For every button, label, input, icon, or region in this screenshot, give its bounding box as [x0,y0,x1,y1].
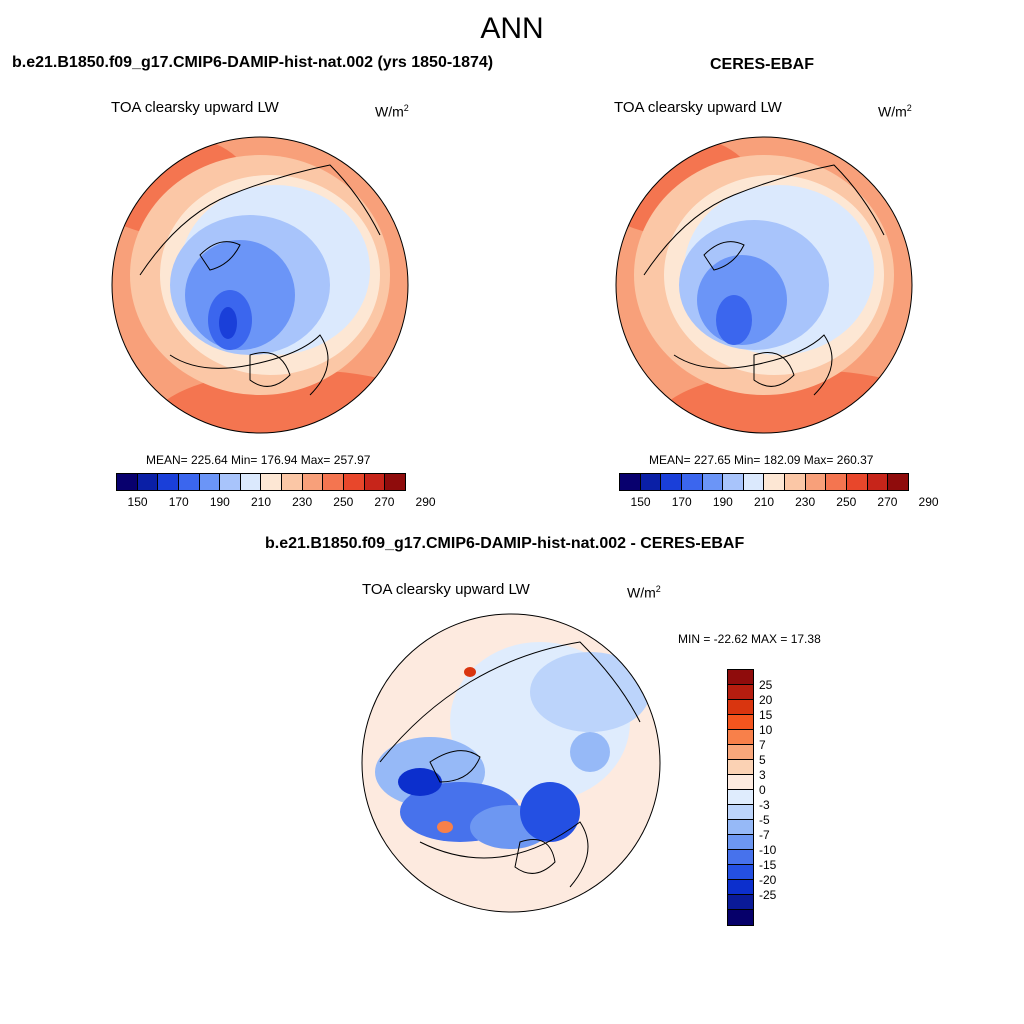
colorbar-swatch [137,474,159,490]
colorbar-swatch [385,474,405,490]
colorbar-tick-label: 10 [759,723,773,737]
colorbar-tick-label: 150 [630,495,651,509]
colorbar-tick-label: -5 [759,813,770,827]
colorbar-swatch [661,474,682,490]
colorbar-tick-label: 250 [333,495,354,509]
colorbar-tick-label: -15 [759,858,777,872]
panel2-colorbar [619,473,909,491]
colorbar-swatch [785,474,806,490]
colorbar-swatch [117,474,138,490]
colorbar-swatch [728,850,753,865]
colorbar-swatch [640,474,662,490]
colorbar-tick-label: 190 [209,495,230,509]
colorbar-tick-label: 15 [759,708,773,722]
colorbar-swatch [728,805,753,820]
panel3-units: W/m2 [627,584,661,601]
colorbar-swatch [364,474,386,490]
colorbar-swatch [728,745,753,760]
colorbar-tick-label: -10 [759,843,777,857]
colorbar-tick-label: 25 [759,678,773,692]
panel2-units: W/m2 [878,103,912,120]
colorbar-swatch [723,474,744,490]
panel1-colorbar [116,473,406,491]
colorbar-swatch [847,474,868,490]
colorbar-swatch [728,895,753,910]
panel1-units: W/m2 [375,103,409,120]
colorbar-swatch [728,760,753,775]
colorbar-swatch [728,835,753,850]
colorbar-swatch [702,474,724,490]
colorbar-swatch [728,910,753,925]
colorbar-swatch [728,670,753,685]
colorbar-tick-label: 290 [918,495,939,509]
colorbar-tick-label: 210 [753,495,775,509]
panel3-polar-map [361,613,661,913]
colorbar-tick-label: 3 [759,768,766,782]
panel1-polar-map [111,136,409,434]
colorbar-tick-label: -25 [759,888,777,902]
colorbar-swatch [681,474,703,490]
colorbar-swatch [888,474,908,490]
colorbar-swatch [282,474,303,490]
colorbar-swatch [728,775,753,790]
colorbar-swatch [158,474,179,490]
colorbar-tick-label: 270 [877,495,898,509]
colorbar-tick-label: 150 [127,495,148,509]
colorbar-swatch [728,730,753,745]
colorbar-tick-label: 190 [712,495,733,509]
panel3-title: b.e21.B1850.f09_g17.CMIP6-DAMIP-hist-nat… [265,535,745,552]
colorbar-swatch [199,474,221,490]
colorbar-swatch [764,474,786,490]
colorbar-swatch [743,474,765,490]
colorbar-tick-label: 230 [292,495,313,509]
colorbar-tick-label: 210 [250,495,272,509]
colorbar-tick-label: 5 [759,753,766,767]
colorbar-swatch [826,474,848,490]
colorbar-swatch [867,474,889,490]
panel2-variable: TOA clearsky upward LW [614,99,782,116]
colorbar-swatch [302,474,324,490]
panel1-variable: TOA clearsky upward LW [111,99,279,116]
colorbar-tick-label: 170 [168,495,189,509]
colorbar-swatch [805,474,827,490]
colorbar-swatch [620,474,641,490]
colorbar-swatch [261,474,283,490]
colorbar-tick-label: 250 [836,495,857,509]
figure-title: ANN [480,12,544,45]
panel1-title: b.e21.B1850.f09_g17.CMIP6-DAMIP-hist-nat… [12,54,494,71]
colorbar-swatch [323,474,345,490]
panel3-colorbar [727,669,754,926]
panel1-stats: MEAN= 225.64 Min= 176.94 Max= 257.97 [146,453,371,467]
colorbar-tick-label: 0 [759,783,766,797]
colorbar-swatch [728,865,753,880]
colorbar-swatch [728,880,753,895]
panel2-polar-map [615,136,913,434]
colorbar-swatch [728,790,753,805]
colorbar-swatch [728,685,753,700]
colorbar-tick-label: 20 [759,693,773,707]
panel2-title: CERES-EBAF [710,56,815,73]
panel2-stats: MEAN= 227.65 Min= 182.09 Max= 260.37 [649,453,874,467]
colorbar-swatch [240,474,262,490]
colorbar-swatch [728,715,753,730]
colorbar-tick-label: 230 [795,495,816,509]
colorbar-tick-label: -7 [759,828,770,842]
colorbar-swatch [728,820,753,835]
colorbar-swatch [728,700,753,715]
panel3-stats: MIN = -22.62 MAX = 17.38 [678,632,821,646]
colorbar-tick-label: 270 [374,495,395,509]
colorbar-tick-label: -3 [759,798,770,812]
colorbar-swatch [344,474,365,490]
colorbar-tick-label: 7 [759,738,766,752]
colorbar-swatch [220,474,241,490]
colorbar-tick-label: 170 [671,495,692,509]
colorbar-tick-label: 290 [415,495,436,509]
panel3-variable: TOA clearsky upward LW [362,581,530,598]
colorbar-tick-label: -20 [759,873,777,887]
colorbar-swatch [178,474,200,490]
